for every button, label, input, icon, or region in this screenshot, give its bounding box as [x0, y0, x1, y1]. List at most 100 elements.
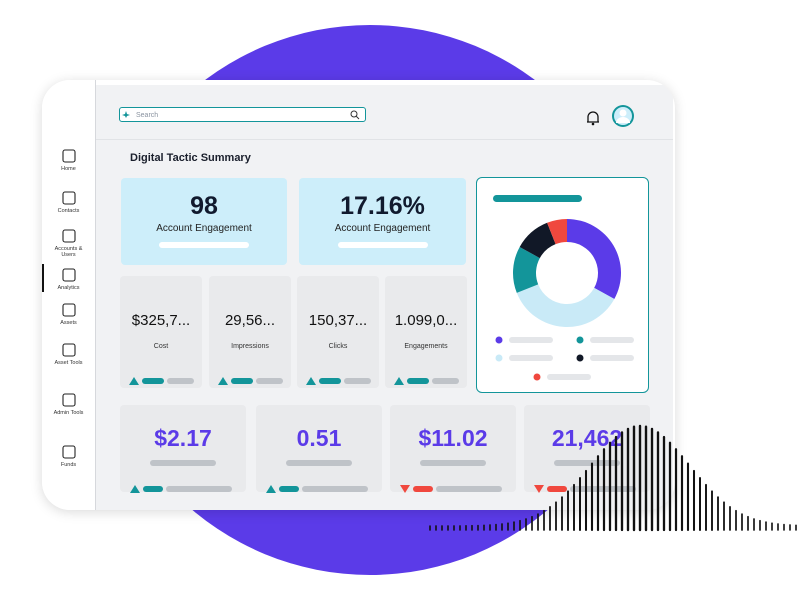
donut-segment [547, 219, 567, 245]
donut-chart [493, 195, 634, 381]
legend-dot [576, 336, 584, 344]
nav-icon [61, 191, 76, 205]
nav-item[interactable]: Admin Tools [42, 392, 95, 416]
nav-label: Funds [60, 462, 77, 468]
nav-item[interactable]: Assets [42, 302, 95, 326]
metric-label: Cost [153, 343, 169, 350]
highlight-value: 17.16% [340, 192, 425, 220]
avatar[interactable] [611, 104, 635, 128]
placeholder-pill [431, 377, 459, 384]
trend-arrow [266, 484, 276, 493]
placeholder-bar [554, 459, 620, 466]
icon-shape [61, 268, 76, 282]
legend-placeholder [509, 337, 553, 343]
placeholder-pill [302, 485, 368, 492]
metric-value: 150,37... [308, 312, 368, 329]
placeholder-pill [343, 377, 371, 384]
icon-shape [61, 445, 76, 459]
search-box[interactable]: Search [119, 107, 366, 122]
nav-icon [61, 229, 76, 243]
highlight-card: 98 Account Engagement [121, 178, 287, 265]
metric-card: 29,56... Impressions [209, 276, 291, 388]
trend-arrow [400, 484, 410, 493]
metric-card: $325,7... Cost [120, 276, 202, 388]
nav-item[interactable]: Home [42, 148, 95, 172]
search-icon[interactable] [350, 110, 360, 120]
sidebar: Home Contacts Accounts & Users Analytics Ass… [42, 80, 96, 510]
metric-value: 1.099,0... [394, 312, 458, 329]
icon-shape [61, 229, 76, 243]
trend-arrow [305, 376, 316, 385]
kpi-value: 21,462 [551, 425, 623, 451]
legend-placeholder [590, 355, 634, 361]
trend-arrow [393, 376, 404, 385]
metric-value: $325,7... [131, 312, 191, 329]
placeholder-bar [286, 459, 352, 466]
icon-shape [61, 191, 76, 205]
sparkle-icon [122, 111, 130, 118]
nav-icon [61, 149, 76, 163]
nav-item[interactable]: Funds [42, 444, 95, 468]
bell-icon[interactable] [586, 110, 600, 126]
donut-segment [516, 284, 615, 327]
kpi-card: 21,462 [524, 405, 650, 493]
trend-row [120, 480, 246, 498]
nav-icon [61, 268, 76, 282]
trend-pill [406, 377, 429, 384]
placeholder-bar [420, 459, 486, 466]
nav-item[interactable]: Analytics [42, 267, 95, 291]
kpi-value: 0.51 [296, 425, 342, 451]
highlight-value: 98 [190, 192, 218, 220]
trend-row [297, 372, 379, 390]
metric-card: 150,37... Clicks [297, 276, 379, 388]
icon-shape [61, 393, 76, 407]
trend-pill [230, 377, 253, 384]
trend-arrow [128, 376, 139, 385]
kpi-card: $2.17 [120, 405, 246, 493]
metric-label: Impressions [231, 343, 269, 350]
metric-label: Engagements [404, 343, 448, 350]
metric-value: 29,56... [224, 312, 276, 329]
trend-row [390, 480, 516, 498]
trend-row [385, 372, 467, 390]
placeholder-bar [337, 242, 428, 248]
placeholder-pill [166, 377, 194, 384]
donut-segment [513, 246, 540, 293]
nav-label: Asset Tools [54, 360, 83, 366]
placeholder-bar [150, 459, 216, 466]
nav-label: Home [61, 166, 76, 172]
placeholder-bar [493, 195, 582, 202]
nav-item[interactable]: Accounts & Users [42, 228, 95, 258]
trend-pill [143, 485, 163, 492]
legend-dot [495, 336, 503, 344]
nav-label: Contacts [57, 208, 80, 214]
nav-icon [61, 303, 76, 317]
donut-segment [519, 222, 556, 259]
page-title: Digital Tactic Summary [130, 152, 251, 164]
nav-label: Analytics [57, 285, 80, 291]
highlight-label: Account Engagement [334, 223, 431, 234]
legend-placeholder [509, 355, 553, 361]
placeholder-pill [436, 485, 502, 492]
nav-label: Admin Tools [53, 410, 84, 416]
nav-item[interactable]: Contacts [42, 190, 95, 214]
trend-pill [547, 485, 567, 492]
placeholder-pill [570, 485, 636, 492]
kpi-card: $11.02 [390, 405, 516, 493]
nav-icon [61, 343, 76, 357]
trend-pill [413, 485, 433, 492]
kpi-card: 0.51 [256, 405, 382, 493]
legend-placeholder [590, 337, 634, 343]
trend-arrow [130, 484, 140, 493]
nav-label: Accounts & Users [54, 246, 83, 258]
icon-shape [61, 343, 76, 357]
legend-placeholder [547, 374, 591, 380]
trend-row [256, 480, 382, 498]
placeholder-pill [166, 485, 232, 492]
trend-pill [318, 377, 341, 384]
highlight-card: 17.16% Account Engagement [299, 178, 466, 265]
trend-row [524, 480, 650, 498]
nav-item[interactable]: Asset Tools [42, 342, 95, 366]
legend-dot [533, 373, 541, 381]
